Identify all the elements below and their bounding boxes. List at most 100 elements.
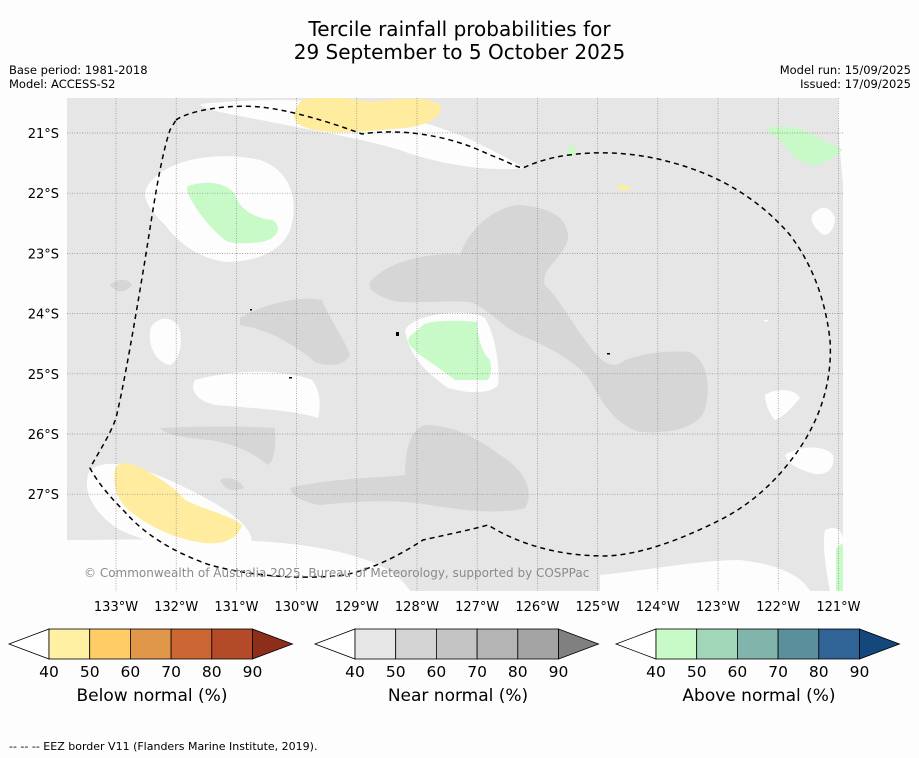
below-top-blob	[293, 98, 441, 133]
colorbar-min-triangle	[313, 628, 356, 660]
lon-label: 123°W	[696, 600, 740, 615]
colorbar-segment	[211, 628, 253, 660]
colorbar-0: 40 50 60 70 80 90	[7, 628, 294, 681]
lat-label: 21°S	[28, 127, 59, 142]
above-east-strip	[836, 543, 843, 591]
lon-label: 126°W	[515, 600, 559, 615]
colorbar-tick-label: 90	[549, 663, 569, 681]
colorbar-segment	[777, 628, 820, 660]
model-run: Model run: 15/09/2025	[779, 63, 911, 77]
model-name: Model: ACCESS-S2	[9, 77, 116, 91]
white-far-right-top	[838, 98, 843, 185]
lon-label: 125°W	[576, 600, 620, 615]
colorbar-segment	[476, 628, 519, 660]
near50-sw	[160, 426, 276, 465]
colorbar-segment	[395, 628, 437, 660]
colorbar-segment	[696, 628, 738, 660]
copyright-note: © Commonwealth of Australia 2025, Bureau…	[84, 566, 589, 580]
legend-below-title: Below normal (%)	[76, 686, 228, 706]
colorbars: 40 50 60 70 80 90 40 50 60 70 80 90 40 50 60 70 80 90	[7, 628, 901, 681]
lon-label: 129°W	[335, 600, 379, 615]
colorbar-tick-label: 40	[345, 663, 365, 681]
meta-right: Model run: 15/09/2025 Issued: 17/09/2025	[780, 63, 911, 91]
title-line-2: 29 September to 5 October 2025	[293, 40, 626, 64]
graticule	[67, 98, 843, 591]
near50-left-band	[240, 298, 350, 366]
white-east-3	[785, 447, 834, 475]
colorbar-tick-label: 80	[809, 663, 829, 681]
lat-label: 25°S	[28, 368, 59, 383]
colorbar-tick-label: 70	[467, 663, 487, 681]
colorbar-tick-label: 80	[202, 663, 222, 681]
colorbar-segment	[655, 628, 698, 660]
near50-small-2	[220, 477, 244, 491]
lon-label: 133°W	[94, 600, 138, 615]
colorbar-1: 40 50 60 70 80 90	[313, 628, 600, 681]
above-ne-blob	[765, 126, 842, 166]
lat-label: 22°S	[28, 187, 59, 202]
colorbar-max-triangle	[252, 628, 294, 660]
issued-date: Issued: 17/09/2025	[800, 77, 911, 91]
above-nw-blob	[187, 182, 278, 244]
colorbar-tick-label: 60	[427, 663, 447, 681]
island-marker-2	[289, 377, 292, 379]
colorbar-segment	[517, 628, 559, 660]
colorbar-max-triangle	[859, 628, 901, 660]
near-normal-50-regions	[110, 205, 708, 512]
colorbar-segment	[737, 628, 779, 660]
colorbar-tick-label: 90	[243, 663, 263, 681]
colorbar-tick-label: 70	[768, 663, 788, 681]
above-small-tri	[566, 142, 577, 157]
map-title: Tercile rainfall probabilities for 29 Se…	[0, 18, 919, 64]
lon-label: 124°W	[636, 600, 680, 615]
white-bottom-right	[600, 560, 810, 591]
above-normal-40-regions	[187, 126, 843, 591]
near50-center-band	[369, 205, 708, 433]
meta-left: Base period: 1981-2018 Model: ACCESS-S2	[9, 63, 148, 91]
map-plot-area: © Commonwealth of Australia 2025, Bureau…	[67, 98, 843, 591]
colorbar-tick-label: 80	[508, 663, 528, 681]
legend-above-title: Above normal (%)	[682, 686, 836, 706]
lat-label: 24°S	[28, 308, 59, 323]
island-marker-1	[250, 309, 252, 311]
lon-label: 132°W	[154, 600, 198, 615]
colorbar-tick-label: 70	[161, 663, 181, 681]
colorbar-tick-label: 40	[646, 663, 666, 681]
near50-small-3	[470, 256, 530, 264]
colorbar-segment	[89, 628, 131, 660]
lon-label: 131°W	[214, 600, 258, 615]
near50-south	[290, 425, 529, 512]
legend-near-title: Near normal (%)	[387, 686, 529, 706]
colorbar-tick-label: 60	[728, 663, 748, 681]
lat-label: 23°S	[28, 247, 59, 262]
white-east-2	[765, 390, 800, 420]
colorbar-tick-label: 50	[687, 663, 707, 681]
title-line-1: Tercile rainfall probabilities for	[308, 17, 611, 41]
colorbar-max-triangle	[558, 628, 600, 660]
eez-footer-note: -- -- -- EEZ border V11 (Flanders Marine…	[9, 740, 318, 753]
island-marker-3	[396, 332, 399, 336]
base-period: Base period: 1981-2018	[9, 63, 148, 77]
white-sw-band	[67, 539, 410, 591]
lon-label: 130°W	[275, 600, 319, 615]
lon-label: 128°W	[395, 600, 439, 615]
eez-border	[89, 105, 832, 578]
colorbar-tick-label: 40	[39, 663, 59, 681]
island-markers	[250, 309, 768, 379]
longitude-labels: 133°W 132°W 131°W 130°W 129°W 128°W 127°W 126°W…	[94, 600, 861, 615]
above-center-blob	[408, 320, 491, 380]
white-east-1	[811, 207, 835, 235]
colorbar-tick-label: 60	[121, 663, 141, 681]
below-normal-40-regions	[114, 98, 632, 544]
colorbar-segment	[170, 628, 213, 660]
below-sw-blob	[114, 463, 242, 544]
colorbar-tick-label: 90	[850, 663, 870, 681]
below-small-dash	[616, 185, 632, 191]
colorbar-2: 40 50 60 70 80 90	[614, 628, 901, 681]
lat-label: 26°S	[28, 428, 59, 443]
white-mid-left	[193, 371, 320, 418]
island-marker-5	[764, 320, 768, 322]
lon-label: 122°W	[756, 600, 800, 615]
white-left-blob	[149, 318, 181, 365]
island-marker-4	[607, 353, 610, 355]
